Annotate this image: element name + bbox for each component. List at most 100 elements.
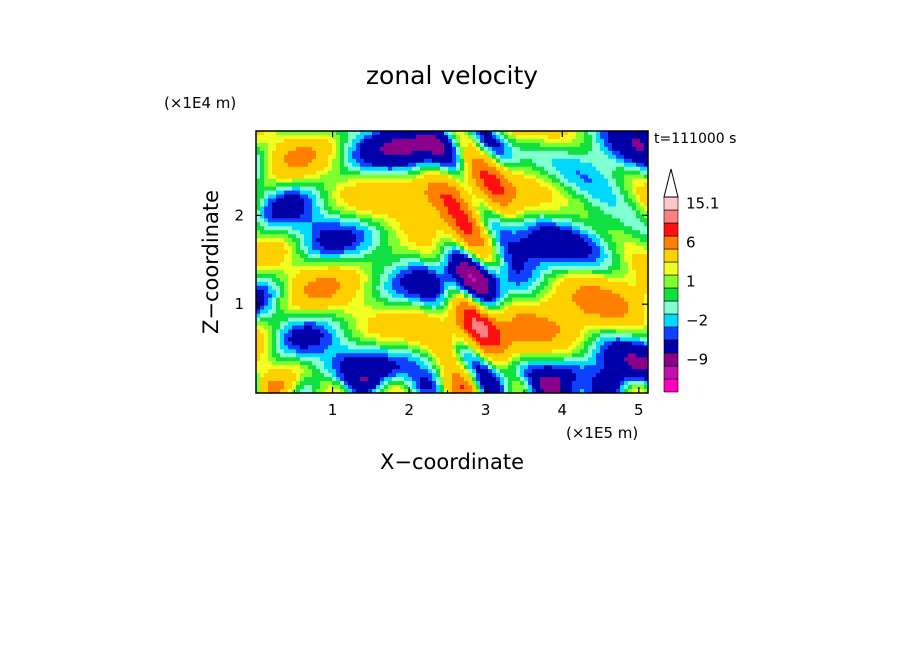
field-cell <box>364 230 369 235</box>
field-cell <box>268 289 273 295</box>
field-cell <box>468 218 473 223</box>
field-cell <box>596 182 601 188</box>
field-cell <box>592 254 597 259</box>
field-cell <box>524 230 529 235</box>
field-cell <box>572 198 577 204</box>
field-cell <box>588 289 593 295</box>
field-cell <box>340 301 345 307</box>
field-cell <box>500 313 505 319</box>
field-cell <box>412 138 417 144</box>
field-cell <box>520 317 525 323</box>
field-cell <box>432 158 437 164</box>
field-cell <box>508 206 513 211</box>
field-cell <box>428 190 433 196</box>
field-cell <box>464 162 469 168</box>
field-cell <box>264 162 269 168</box>
field-cell <box>344 301 349 307</box>
field-cell <box>516 210 521 215</box>
field-cell <box>560 246 565 251</box>
field-cell <box>448 293 453 299</box>
field-cell <box>376 142 381 148</box>
field-cell <box>360 285 365 291</box>
field-cell <box>288 250 293 255</box>
field-cell <box>632 313 637 319</box>
field-cell <box>460 131 465 136</box>
field-cell <box>468 222 473 227</box>
field-cell <box>336 134 341 140</box>
field-cell <box>492 313 497 319</box>
field-cell <box>572 250 577 255</box>
field-cell <box>548 166 553 172</box>
field-cell <box>456 325 461 331</box>
field-cell <box>400 281 405 287</box>
field-cell <box>264 170 269 176</box>
field-cell <box>312 190 317 196</box>
field-cell <box>260 317 265 323</box>
field-cell <box>292 226 297 231</box>
field-cell <box>592 262 597 267</box>
field-cell <box>324 273 329 279</box>
field-cell <box>292 246 297 251</box>
field-cell <box>272 269 277 275</box>
field-cell <box>392 250 397 255</box>
field-cell <box>516 329 521 335</box>
field-cell <box>480 325 485 331</box>
field-cell <box>416 150 421 156</box>
field-cell <box>596 329 601 335</box>
field-cell <box>316 305 321 311</box>
field-cell <box>440 297 445 303</box>
field-cell <box>416 246 421 251</box>
field-cell <box>472 174 477 180</box>
field-cell <box>612 131 617 136</box>
field-cell <box>440 329 445 335</box>
field-cell <box>384 134 389 140</box>
field-cell <box>408 262 413 267</box>
field-cell <box>392 317 397 323</box>
field-cell <box>528 301 533 307</box>
field-cell <box>264 166 269 172</box>
field-cell <box>448 166 453 172</box>
field-cell <box>492 293 497 299</box>
field-cell <box>300 313 305 319</box>
field-cell <box>352 309 357 315</box>
field-cell <box>620 238 625 243</box>
field-cell <box>316 194 321 200</box>
field-cell <box>316 289 321 295</box>
field-cell <box>296 210 301 215</box>
field-cell <box>400 166 405 172</box>
field-cell <box>488 138 493 144</box>
field-cell <box>472 265 477 271</box>
field-cell <box>352 285 357 291</box>
field-cell <box>564 321 569 327</box>
field-cell <box>624 258 629 263</box>
field-cell <box>488 242 493 247</box>
field-cell <box>496 182 501 188</box>
field-cell <box>440 131 445 136</box>
field-cell <box>572 206 577 211</box>
field-cell <box>272 170 277 176</box>
field-cell <box>276 285 281 291</box>
field-cell <box>260 214 265 219</box>
field-cell <box>328 226 333 231</box>
field-cell <box>640 218 645 223</box>
field-cell <box>436 131 441 136</box>
field-cell <box>492 329 497 335</box>
field-cell <box>440 262 445 267</box>
field-cell <box>296 182 301 188</box>
field-cell <box>548 210 553 215</box>
field-cell <box>300 285 305 291</box>
field-cell <box>440 325 445 331</box>
field-cell <box>600 258 605 263</box>
field-cell <box>372 258 377 263</box>
field-cell <box>372 134 377 140</box>
field-cell <box>408 158 413 164</box>
field-cell <box>312 293 317 299</box>
field-cell <box>376 206 381 211</box>
field-cell <box>380 250 385 255</box>
field-cell <box>380 317 385 323</box>
field-cell <box>596 170 601 176</box>
field-cell <box>484 214 489 219</box>
field-cell <box>592 154 597 160</box>
field-cell <box>328 238 333 243</box>
field-cell <box>264 198 269 204</box>
